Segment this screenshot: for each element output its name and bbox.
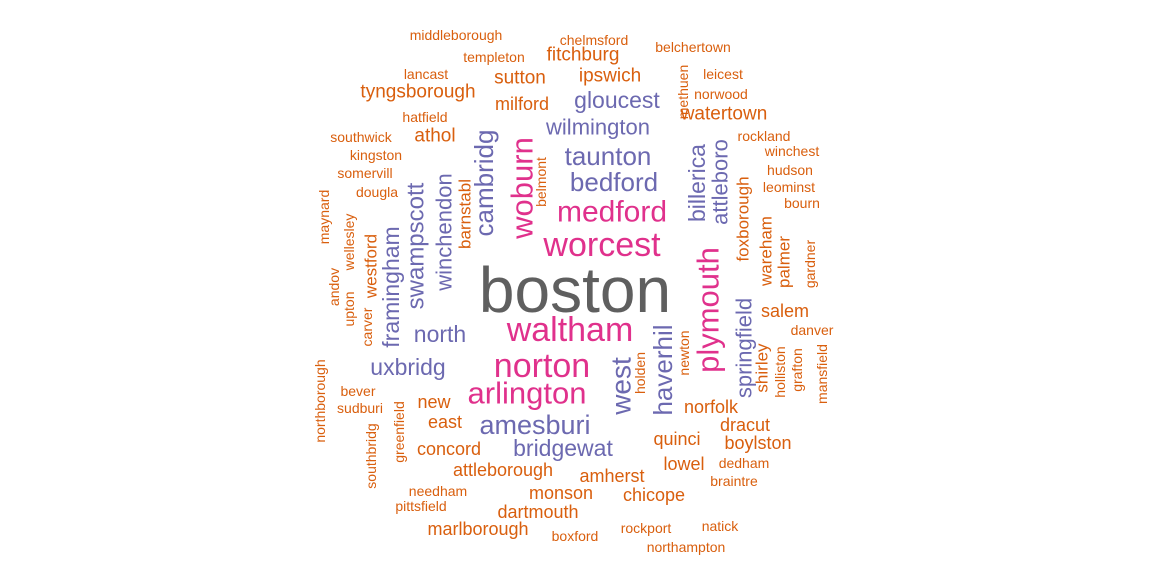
word-pittsfield: pittsfield [395,498,446,514]
word-carver: carver [359,307,375,346]
word-norwood: norwood [694,86,748,102]
word-norfolk: norfolk [684,397,739,417]
word-barnstabl: barnstabl [456,179,475,249]
word-northampton: northampton [647,539,726,555]
word-plymouth: plymouth [691,247,726,373]
word-taunton: taunton [565,141,652,171]
word-dartmouth: dartmouth [497,502,578,522]
word-sudburi: sudburi [337,400,383,416]
word-marlborough: marlborough [427,519,528,539]
word-lancast: lancast [404,66,448,82]
word-mansfield: mansfield [814,344,830,404]
word-boston: boston [479,254,671,326]
word-gloucest: gloucest [574,87,660,113]
word-dougla: dougla [356,184,398,200]
word-leicest: leicest [703,66,743,82]
word-hudson: hudson [767,162,813,178]
word-attleboro: attleboro [708,139,733,225]
word-grafton: grafton [789,348,805,392]
word-somervill: somervill [337,165,392,181]
word-fitchburg: fitchburg [547,45,620,66]
word-milford: milford [495,94,549,114]
word-waltham: waltham [506,311,634,349]
word-lowel: lowel [663,454,704,474]
word-middleborough: middleborough [410,27,503,43]
word-methuen: methuen [675,65,691,119]
word-billerica: billerica [684,144,710,222]
word-bridgewat: bridgewat [513,435,613,461]
word-greenfield: greenfield [391,401,407,463]
word-attleborough: attleborough [453,460,553,480]
word-arlington: arlington [468,376,587,411]
word-north: north [414,321,466,347]
word-newton: newton [676,330,692,375]
word-east: east [428,412,462,432]
word-bourn: bourn [784,195,820,211]
word-ipswich: ipswich [579,66,641,87]
word-sutton: sutton [494,68,546,89]
word-uxbridg: uxbridg [370,354,445,380]
word-natick: natick [702,518,740,534]
word-leominst: leominst [763,179,815,195]
word-rockland: rockland [738,128,791,144]
word-springfield: springfield [732,298,757,398]
word-palmer: palmer [775,236,794,288]
word-medford: medford [557,196,667,229]
word-norton: norton [494,347,590,385]
word-amesburi: amesburi [479,410,590,440]
word-foxborough: foxborough [734,176,753,261]
word-boxford: boxford [552,528,599,544]
word-templeton: templeton [463,49,524,65]
word-salem: salem [761,301,809,321]
word-haverhil: haverhil [648,324,678,415]
word-shirley: shirley [753,343,772,393]
word-athol: athol [414,126,455,147]
word-wilmington: wilmington [545,115,650,140]
word-winchendon: winchendon [432,173,457,291]
word-dracut: dracut [720,415,770,435]
word-rockport: rockport [621,520,672,536]
word-southbridg: southbridg [363,423,379,488]
word-upton: upton [341,291,357,326]
word-belchertown: belchertown [655,39,731,55]
word-hatfield: hatfield [402,109,447,125]
word-amherst: amherst [579,466,644,486]
word-dedham: dedham [719,455,770,471]
word-needham: needham [409,483,467,499]
word-cambridg: cambridg [469,130,499,237]
word-quinci: quinci [653,429,700,449]
word-holden: holden [632,352,648,394]
word-kingston: kingston [350,147,402,163]
word-chelmsford: chelmsford [560,32,628,48]
word-concord: concord [417,439,481,459]
word-tyngsborough: tyngsborough [360,82,475,103]
word-holliston: holliston [772,346,788,397]
word-wareham: wareham [757,216,776,287]
word-worcest: worcest [542,226,661,264]
word-northborough: northborough [312,359,328,442]
word-braintre: braintre [710,473,758,489]
word-boylston: boylston [724,433,791,453]
word-westford: westford [362,234,381,299]
word-framingham: framingham [378,226,404,347]
word-andov: andov [326,268,342,306]
word-gardner: gardner [802,240,818,289]
word-maynard: maynard [316,190,332,244]
word-wellesley: wellesley [341,214,357,272]
word-belmont: belmont [533,157,549,207]
word-monson: monson [529,483,593,503]
word-west: west [606,357,637,416]
word-danver: danver [791,322,834,338]
word-watertown: watertown [680,104,768,125]
word-swampscott: swampscott [403,182,430,309]
word-winchest: winchest [764,143,820,159]
word-southwick: southwick [330,129,392,145]
word-woburn: woburn [505,137,540,240]
word-bedford: bedford [570,167,658,197]
word-chicope: chicope [623,485,685,505]
word-bever: bever [340,383,375,399]
word-new: new [417,392,451,412]
